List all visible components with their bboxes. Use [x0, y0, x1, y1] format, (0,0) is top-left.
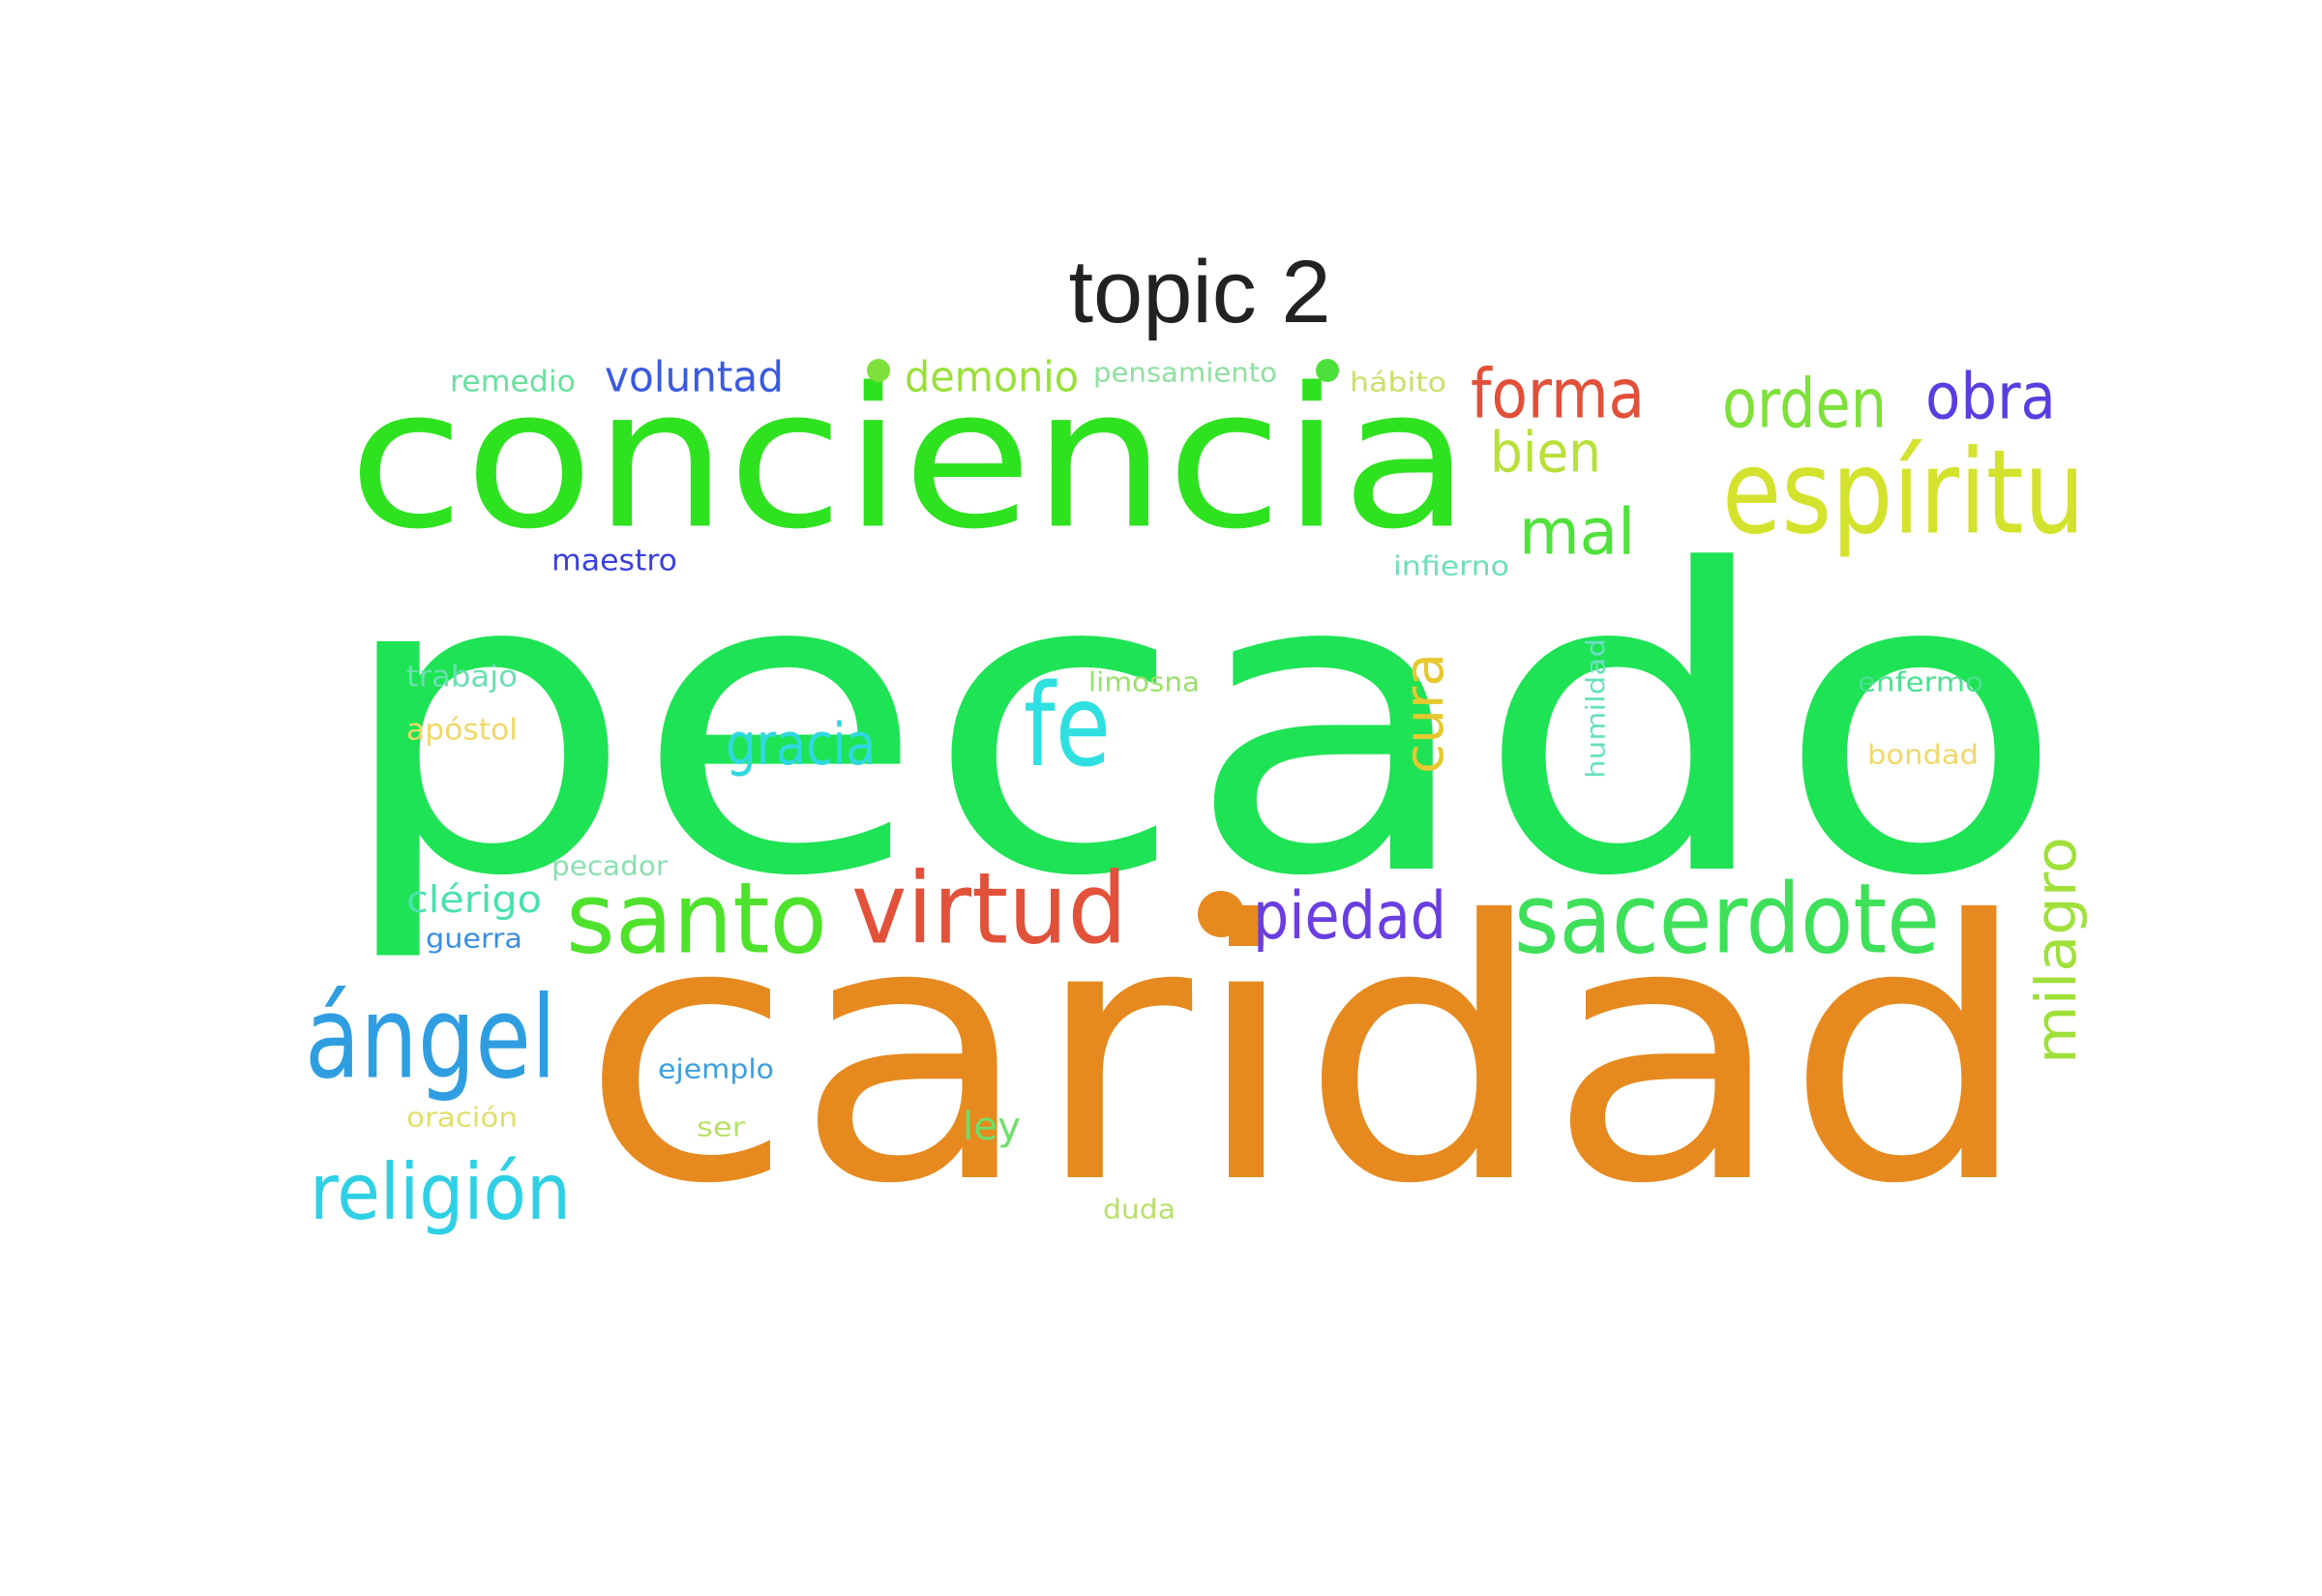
word-clerigo: clérigo: [406, 878, 542, 921]
word-maestro: maestro: [551, 545, 677, 578]
word-gracia: gracia: [726, 711, 876, 779]
word-duda: duda: [1103, 1194, 1176, 1226]
word-infierno: infierno: [1393, 550, 1509, 582]
dot-3: [1198, 891, 1244, 937]
word-humildad: humildad: [1582, 638, 1612, 779]
word-obra: obra: [1925, 360, 2056, 434]
word-religion: religión: [310, 1147, 571, 1237]
word-forma: forma: [1471, 355, 1645, 434]
word-espiritu: espíritu: [1722, 427, 2085, 561]
word-fe: fe: [1024, 659, 1111, 792]
word-mal: mal: [1519, 495, 1635, 570]
word-pecador: pecador: [551, 850, 669, 882]
word-milagro: milagro: [2023, 837, 2089, 1064]
word-angel: ángel: [305, 971, 556, 1105]
word-pensamiento: pensamiento: [1093, 357, 1277, 389]
word-sacerdote: sacerdote: [1514, 863, 1940, 976]
word-enfermo: enfermo: [1858, 666, 1983, 698]
word-santo: santo: [566, 862, 827, 977]
word-limosna: limosna: [1088, 666, 1200, 698]
word-caridad: caridad: [580, 846, 2032, 1262]
dot-1: [867, 359, 890, 382]
word-guerra: guerra: [426, 923, 522, 955]
word-conciencia: conciencia: [348, 347, 1471, 573]
word-bien: bien: [1490, 420, 1601, 486]
word-demonio: demonio: [905, 353, 1079, 402]
chart-title: topic 2: [1068, 243, 1330, 341]
dot-2: [1316, 359, 1339, 382]
word-remedio: remedio: [450, 366, 576, 399]
dots-layer: [867, 359, 1339, 937]
word-orden: orden: [1722, 365, 1887, 444]
word-virtud: virtud: [851, 852, 1127, 967]
word-oracion: oración: [406, 1102, 518, 1134]
word-apostol: apóstol: [406, 714, 518, 748]
word-pecado: pecado: [334, 484, 2066, 967]
word-ejemplo: ejemplo: [658, 1053, 774, 1085]
word-cura: cura: [1393, 653, 1456, 774]
word-habito: hábito: [1350, 367, 1446, 399]
word-voluntad: voluntad: [605, 353, 784, 402]
word-ser: ser: [697, 1111, 746, 1143]
word-bondad: bondad: [1867, 739, 1979, 771]
word-ley: ley: [963, 1105, 1021, 1149]
word-piedad: piedad: [1253, 878, 1446, 955]
word-trabajo: trabajo: [406, 661, 518, 695]
